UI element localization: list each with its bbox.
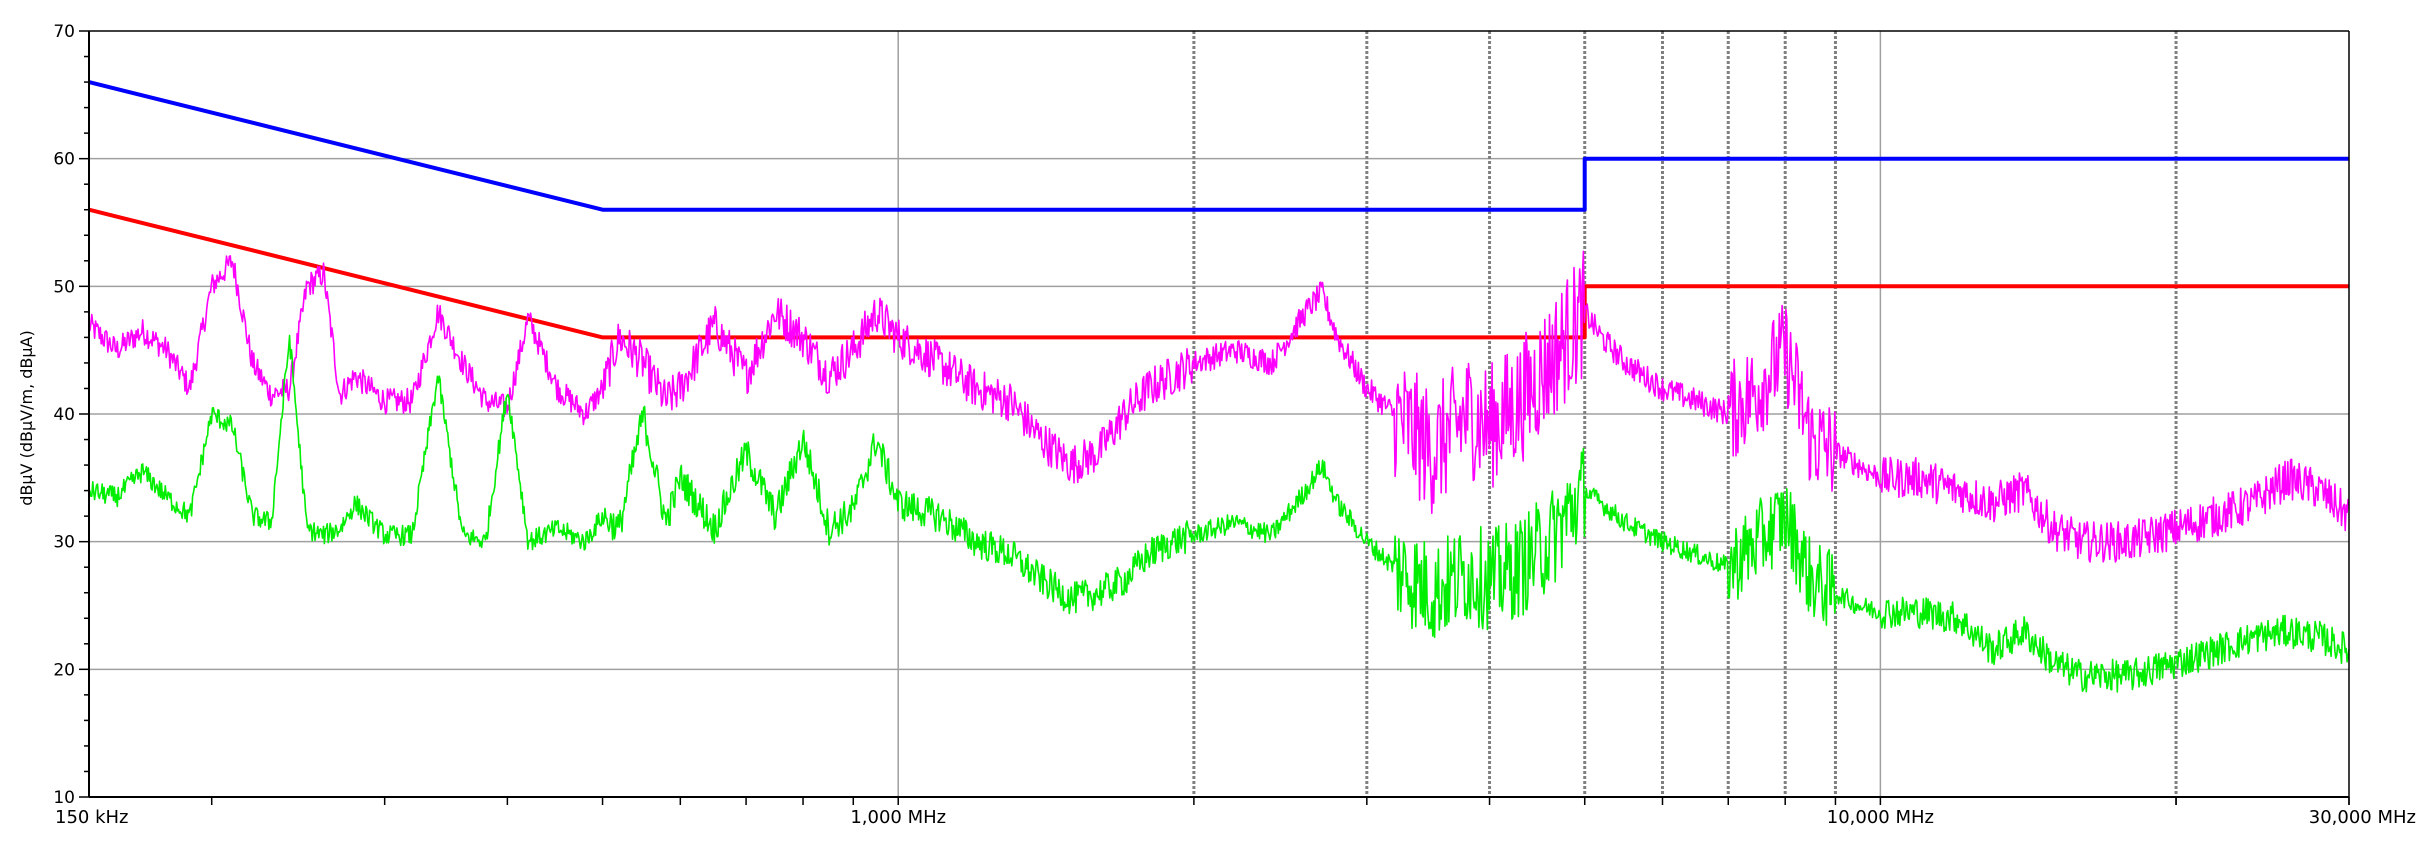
x-tick-label: 150 kHz	[55, 807, 129, 828]
series-layer	[88, 80, 2350, 693]
x-tick-label: 1,000 MHz	[850, 807, 946, 828]
y-tick-label: 70	[53, 22, 75, 42]
series-avg-limit	[88, 207, 2349, 340]
y-tick-label: 10	[53, 788, 75, 808]
series-qp-limit	[88, 80, 2349, 212]
line-avg-trace	[88, 334, 2350, 693]
y-tick-label: 50	[53, 277, 75, 297]
line-peak-trace	[88, 250, 2350, 563]
y-tick-label: 30	[53, 533, 75, 553]
y-tick-label: 60	[53, 150, 75, 170]
labels-layer: 10 20 30 40 50 60 70 150 kHz 1,000 MHz 10,000 MHz…	[53, 22, 2416, 828]
y-tick-label: 20	[53, 660, 75, 680]
line-avg-limit	[88, 207, 2349, 340]
axes-layer	[79, 30, 2350, 805]
line-qp-limit	[88, 80, 2349, 212]
x-tick-label: 10,000 MHz	[1827, 807, 1934, 828]
x-tick-label: 30,000 MHz	[2309, 807, 2416, 828]
y-tick-label: 40	[53, 405, 75, 425]
series-peak-trace	[88, 250, 2350, 563]
y-axis-label: dBµV (dBµV/m, dBµA)	[17, 330, 36, 506]
series-avg-trace	[88, 334, 2350, 693]
